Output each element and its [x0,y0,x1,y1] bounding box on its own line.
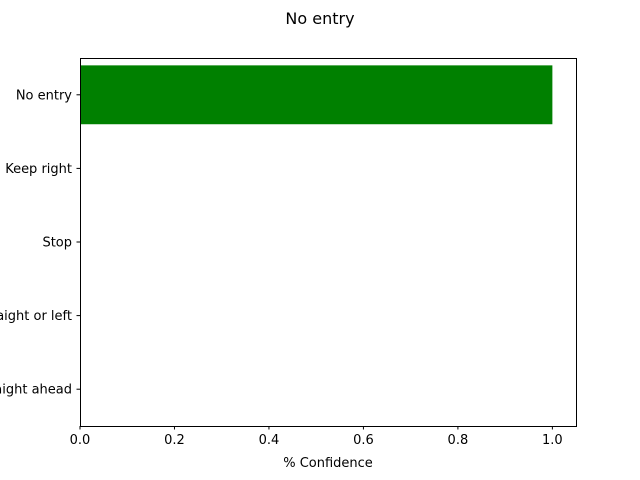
x-axis-label: % Confidence [283,456,373,471]
x-tick-label-2: 0.2 [164,433,185,448]
y-tick-label-5: Go straight ahead [0,383,72,398]
x-tick-label-3: 0.4 [259,433,280,448]
y-tick-label-2: Keep right [5,162,72,177]
plot-area-frame [80,58,577,427]
x-tick-label-6: 1.0 [542,433,563,448]
x-tick-label-1: 0.0 [70,433,91,448]
y-tick-label-3: Stop [42,236,72,251]
chart-title: No entry [285,9,354,28]
x-axis: 0.0 0.2 0.4 0.6 0.8 1.0 [70,426,563,448]
bars-layer [80,65,553,125]
y-axis: No entry Keep right Stop Go straight or lef… [0,88,80,398]
x-tick-label-4: 0.6 [353,433,374,448]
bar-1 [80,65,553,125]
y-tick-label-1: No entry [16,88,72,103]
y-tick-label-4: Go straight or left [0,309,72,324]
x-tick-label-5: 0.8 [448,433,469,448]
